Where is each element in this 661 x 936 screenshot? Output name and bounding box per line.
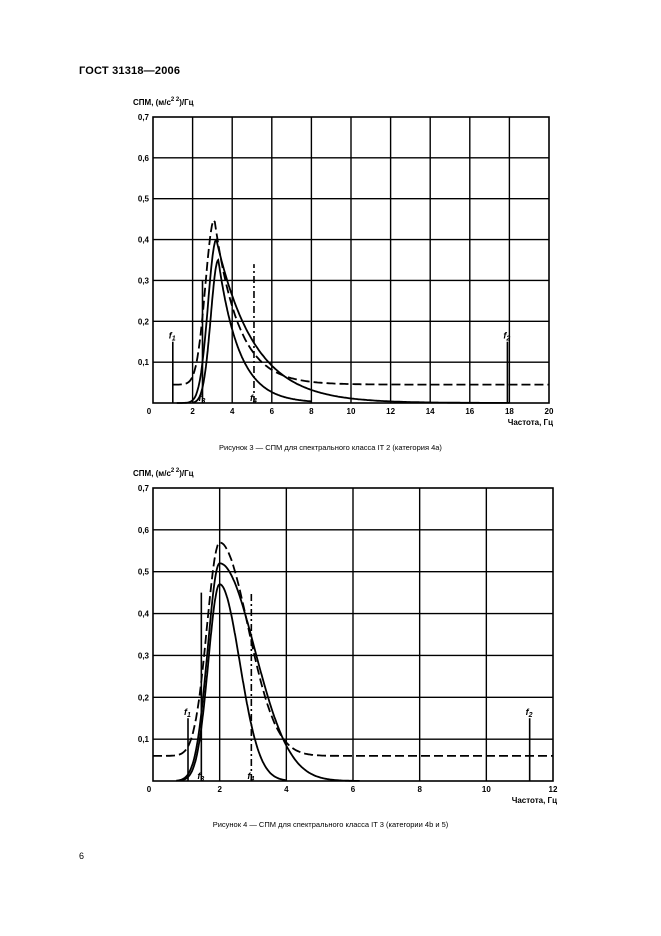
y-tick-label: 0,7 — [138, 484, 150, 493]
y-tick-label: 0,7 — [138, 113, 150, 122]
y-tick-label: 0,2 — [138, 693, 150, 702]
document-header: ГОСТ 31318—2006 — [79, 65, 181, 77]
page-number: 6 — [79, 851, 85, 861]
y-tick-label: 0,6 — [138, 154, 150, 163]
y-tick-label: 0,5 — [138, 568, 150, 577]
y-tick-label: 0,1 — [138, 358, 150, 367]
y-tick-label: 0,4 — [138, 610, 150, 619]
series-middle-line — [176, 562, 360, 782]
series-middle-line — [176, 237, 510, 404]
x-tick-label: 16 — [465, 407, 474, 416]
x-tick-label: 0 — [147, 785, 152, 794]
y-tick-label: 0,3 — [138, 651, 150, 660]
x-tick-label: 0 — [147, 407, 152, 416]
series-upper-line — [153, 541, 553, 757]
x-tick-label: 4 — [284, 785, 289, 794]
figure-3-caption: Рисунок 3 — СПМ для спектрального класса… — [219, 443, 442, 452]
y-tick-label: 0,3 — [138, 276, 150, 285]
x-tick-label: 6 — [270, 407, 275, 416]
series-lower-line — [179, 583, 287, 782]
series-lower-line — [192, 258, 312, 404]
y-tick-label: 0,1 — [138, 735, 150, 744]
x-tick-label: 8 — [417, 785, 422, 794]
x-tick-label: 10 — [482, 785, 491, 794]
figure-3-chart: 0,1 0,2 0,3 0,4 0,5 0,6 0,7 0 2 4 6 8 10 12 14 16 18 20 СП… — [133, 97, 554, 427]
marker-f1-label: f1 — [169, 331, 176, 343]
marker-f2-label: f2 — [526, 707, 533, 719]
y-axis-label: СПМ, (м/с2 2)/Гц — [133, 468, 194, 478]
y-axis-label: СПМ, (м/с2 2)/Гц — [133, 97, 194, 107]
y-tick-label: 0,6 — [138, 526, 150, 535]
x-tick-label: 18 — [505, 407, 514, 416]
marker-f4-label: f4 — [247, 771, 254, 783]
marker-f3-label: f3 — [197, 771, 204, 783]
x-tick-label: 2 — [190, 407, 195, 416]
x-tick-label: 12 — [549, 785, 558, 794]
marker-f3-label: f3 — [199, 393, 206, 405]
x-tick-label: 6 — [351, 785, 356, 794]
x-axis-label: Частота, Гц — [512, 796, 557, 805]
x-tick-label: 8 — [309, 407, 314, 416]
y-tick-label: 0,5 — [138, 195, 150, 204]
x-tick-label: 14 — [426, 407, 435, 416]
series-upper-line — [172, 218, 549, 386]
x-tick-label: 20 — [545, 407, 554, 416]
marker-f2-label: f2 — [503, 331, 510, 343]
marker-f4-label: f4 — [250, 393, 257, 405]
figure-4-caption: Рисунок 4 — СПМ для спектрального класса… — [212, 820, 449, 829]
x-tick-label: 12 — [386, 407, 395, 416]
x-tick-label: 2 — [217, 785, 222, 794]
y-tick-label: 0,2 — [138, 317, 150, 326]
x-tick-label: 4 — [230, 407, 235, 416]
y-tick-label: 0,4 — [138, 236, 150, 245]
x-axis-label: Частота, Гц — [508, 418, 553, 427]
marker-f1-label: f1 — [184, 707, 191, 719]
x-tick-label: 10 — [347, 407, 356, 416]
figure-4-chart: 0,1 0,2 0,3 0,4 0,5 0,6 0,7 0 2 4 6 8 10 12 СПМ, (м/с2… — [133, 468, 558, 805]
